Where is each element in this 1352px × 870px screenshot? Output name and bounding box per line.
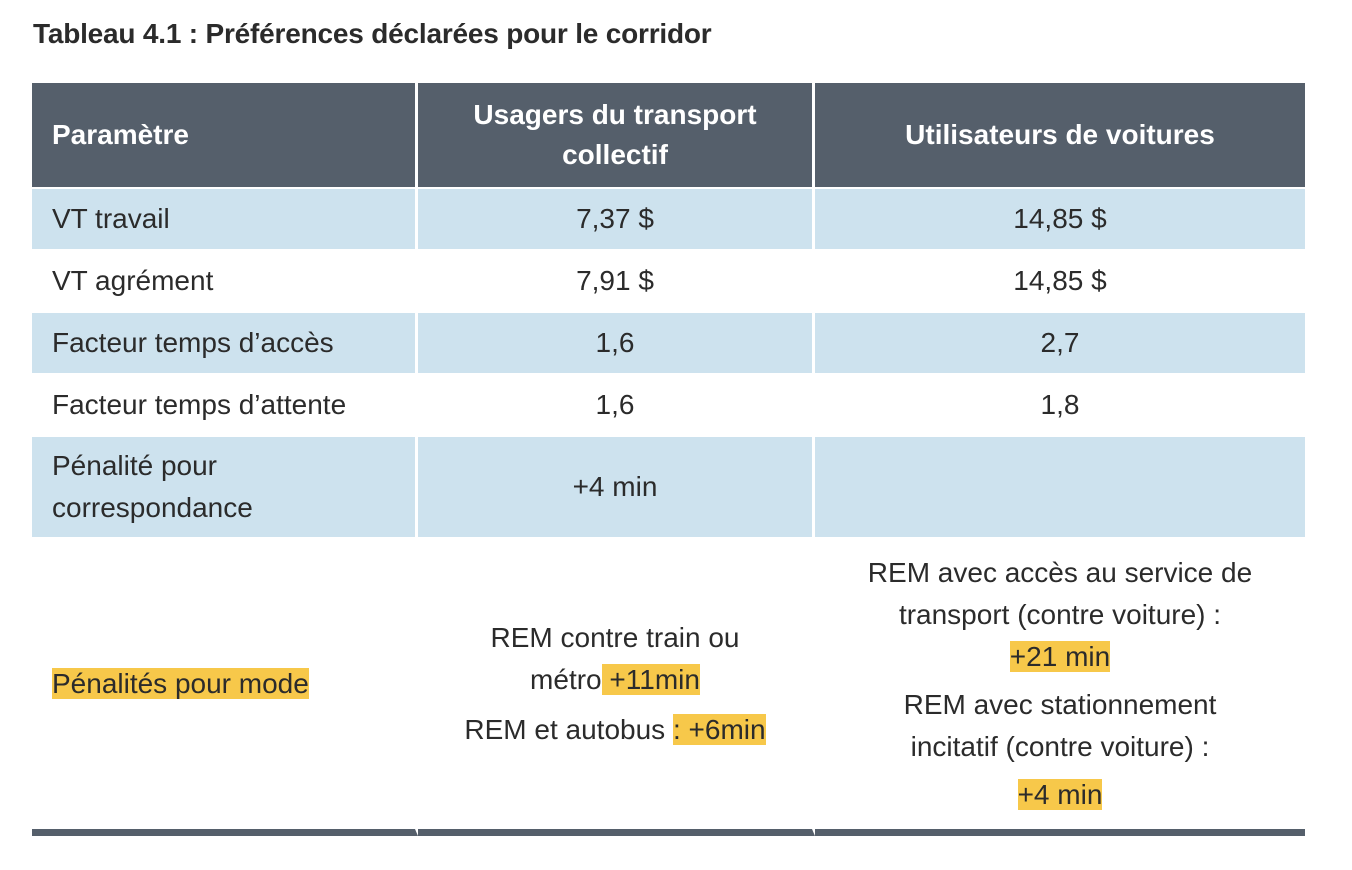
param-text: Pénalité pour correspondance (52, 450, 253, 523)
param-cell: Pénalité pour correspondance (32, 435, 418, 537)
car-cell: 14,85 $ (815, 187, 1305, 249)
table-row: VT agrément 7,91 $ 14,85 $ (32, 249, 1305, 311)
transit-mode-line2: métro +11min (434, 659, 796, 701)
header-parametre: Paramètre (32, 83, 418, 187)
header-row: Paramètre Usagers du transport collectif… (32, 83, 1305, 187)
transit-mode-line3-value: : +6min (672, 714, 766, 745)
car-mode-line6: +4 min (831, 774, 1289, 816)
car-mode-cell: REM avec accès au service de transport (… (815, 537, 1305, 836)
transit-cell: 1,6 (418, 311, 815, 373)
car-mode-line3-value: +21 min (1009, 641, 1111, 672)
transit-mode-line1: REM contre train ou (490, 622, 740, 653)
car-mode-line2: transport (contre voiture) : (898, 599, 1222, 630)
car-mode-line4: REM avec stationnement (903, 689, 1217, 720)
transit-mode-cell: REM contre train ou métro +11min REM et … (418, 537, 815, 836)
param-cell: VT travail (32, 187, 418, 249)
transit-cell: 7,91 $ (418, 249, 815, 311)
car-cell (815, 435, 1305, 537)
table-title: Tableau 4.1 : Préférences déclarées pour… (33, 18, 712, 49)
transit-cell: 7,37 $ (418, 187, 815, 249)
transit-mode-line2-prefix: métro (530, 664, 602, 695)
param-cell: VT agrément (32, 249, 418, 311)
transit-mode-line3: REM et autobus : +6min (434, 709, 796, 751)
table-row: VT travail 7,37 $ 14,85 $ (32, 187, 1305, 249)
car-cell: 1,8 (815, 373, 1305, 435)
car-mode-line1: REM avec accès au service de (867, 557, 1253, 588)
param-cell: Pénalités pour mode (32, 537, 418, 836)
header-transit-users: Usagers du transport collectif (418, 83, 815, 187)
header-car-users: Utilisateurs de voitures (815, 83, 1305, 187)
mode-penalty-row: Pénalités pour mode REM contre train ou … (32, 537, 1305, 836)
param-cell: Facteur temps d’attente (32, 373, 418, 435)
transit-cell: +4 min (418, 435, 815, 537)
transit-mode-line2-value: +11min (601, 664, 700, 695)
car-mode-line6-value: +4 min (1017, 779, 1103, 810)
preferences-table: Paramètre Usagers du transport collectif… (32, 83, 1305, 836)
transit-mode-line3-prefix: REM et autobus (464, 714, 673, 745)
table-row: Facteur temps d’attente 1,6 1,8 (32, 373, 1305, 435)
table-row: Facteur temps d’accès 1,6 2,7 (32, 311, 1305, 373)
mode-penalty-label: Pénalités pour mode (52, 668, 309, 699)
car-mode-line5: incitatif (contre voiture) : (910, 731, 1210, 762)
car-cell: 2,7 (815, 311, 1305, 373)
param-cell: Facteur temps d’accès (32, 311, 418, 373)
transit-cell: 1,6 (418, 373, 815, 435)
car-cell: 14,85 $ (815, 249, 1305, 311)
car-mode-line3: +21 min (831, 636, 1289, 678)
table-row: Pénalité pour correspondance +4 min (32, 435, 1305, 537)
